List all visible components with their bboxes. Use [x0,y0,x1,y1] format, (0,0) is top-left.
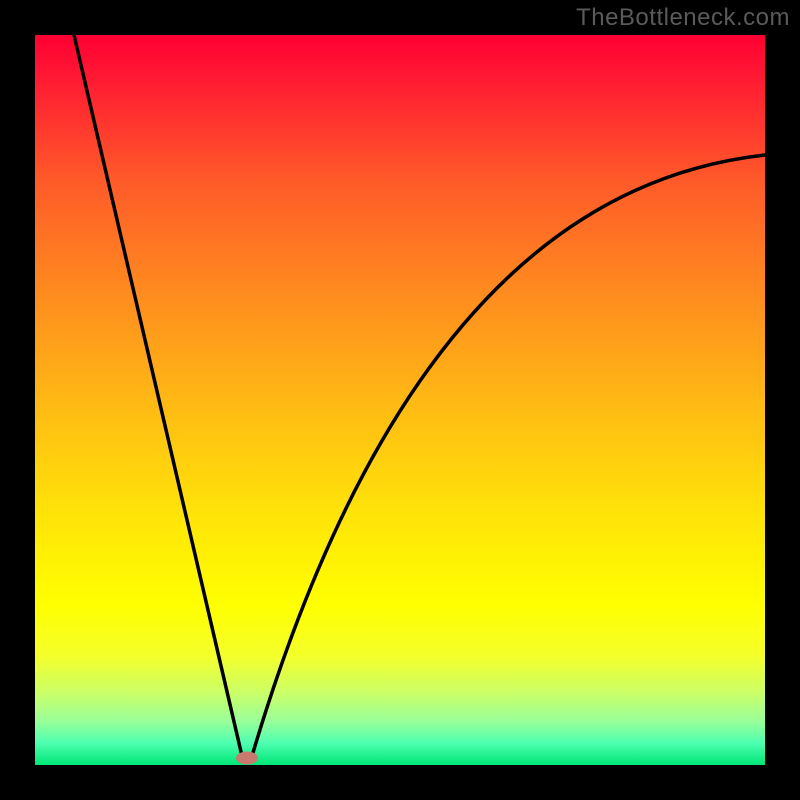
bottleneck-chart [0,0,800,800]
chart-container: TheBottleneck.com [0,0,800,800]
min-marker [236,752,258,765]
watermark-text: TheBottleneck.com [576,4,790,32]
plot-background [35,35,765,765]
